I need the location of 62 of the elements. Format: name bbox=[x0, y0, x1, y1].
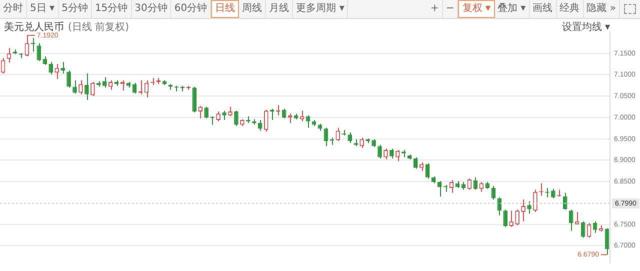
candlestick bbox=[425, 162, 430, 180]
text: + bbox=[428, 0, 443, 18]
candlestick bbox=[503, 209, 508, 228]
text: 画线 bbox=[530, 0, 557, 18]
candlestick bbox=[276, 104, 280, 116]
candlestick bbox=[234, 110, 238, 127]
text: 30分钟 bbox=[132, 0, 172, 18]
text: 复权 ▾ bbox=[458, 0, 494, 18]
candlestick bbox=[306, 114, 310, 128]
candlestick bbox=[521, 199, 526, 222]
candlestick bbox=[90, 82, 95, 97]
text: 月线 bbox=[266, 0, 294, 18]
candlestick bbox=[66, 70, 71, 88]
candlestick bbox=[574, 211, 580, 225]
candlestick bbox=[336, 127, 340, 142]
chart-title: 美元兑人民币 bbox=[4, 22, 64, 33]
candlestick bbox=[204, 106, 208, 119]
candlestick bbox=[533, 189, 538, 212]
candlestick bbox=[527, 200, 532, 214]
text: 60分钟 bbox=[171, 0, 212, 18]
text: 5分钟 bbox=[58, 0, 92, 18]
text: 叠加 ▾ bbox=[494, 0, 530, 18]
candlestick bbox=[562, 192, 568, 210]
text: 5日 ▾ bbox=[27, 0, 59, 18]
candlestick bbox=[228, 106, 232, 117]
candlestick bbox=[509, 210, 514, 228]
candlestick bbox=[264, 109, 268, 132]
candlestick bbox=[108, 80, 113, 90]
candlestick bbox=[330, 137, 334, 146]
candlestick bbox=[36, 42, 42, 62]
candlestick bbox=[54, 64, 59, 80]
candlestick bbox=[384, 148, 388, 160]
text: − bbox=[442, 0, 458, 18]
candlestick bbox=[258, 120, 262, 132]
candlestick bbox=[48, 61, 53, 75]
candlestick bbox=[360, 137, 364, 148]
text: 日线 bbox=[211, 0, 240, 18]
candlestick bbox=[568, 209, 574, 232]
text: 经典 bbox=[556, 0, 584, 18]
candlestick bbox=[396, 149, 400, 162]
text: 隐藏 » bbox=[584, 0, 620, 18]
candlestick bbox=[84, 72, 89, 100]
chart-subtitle: (日线 前复权) bbox=[68, 22, 129, 33]
candlestick bbox=[30, 37, 36, 52]
candlestick bbox=[515, 209, 520, 226]
text: 分时 bbox=[0, 0, 27, 18]
candlestick bbox=[491, 185, 496, 200]
candlestick bbox=[413, 156, 418, 170]
candlestick bbox=[72, 80, 77, 94]
text: 周线 bbox=[239, 0, 266, 18]
candlestick bbox=[192, 86, 197, 113]
candlestick bbox=[378, 144, 382, 160]
candlestick bbox=[60, 61, 65, 74]
candlestick bbox=[78, 80, 83, 95]
text: 15分钟 bbox=[92, 0, 132, 18]
candlestick bbox=[102, 76, 107, 88]
text: 更多周期 ▾ bbox=[293, 0, 348, 18]
candlestick bbox=[216, 111, 220, 122]
candlestick bbox=[198, 105, 202, 119]
candlestick bbox=[497, 196, 502, 216]
candlestick bbox=[222, 110, 226, 121]
annotation: 设置均线 ▾ bbox=[562, 20, 610, 34]
